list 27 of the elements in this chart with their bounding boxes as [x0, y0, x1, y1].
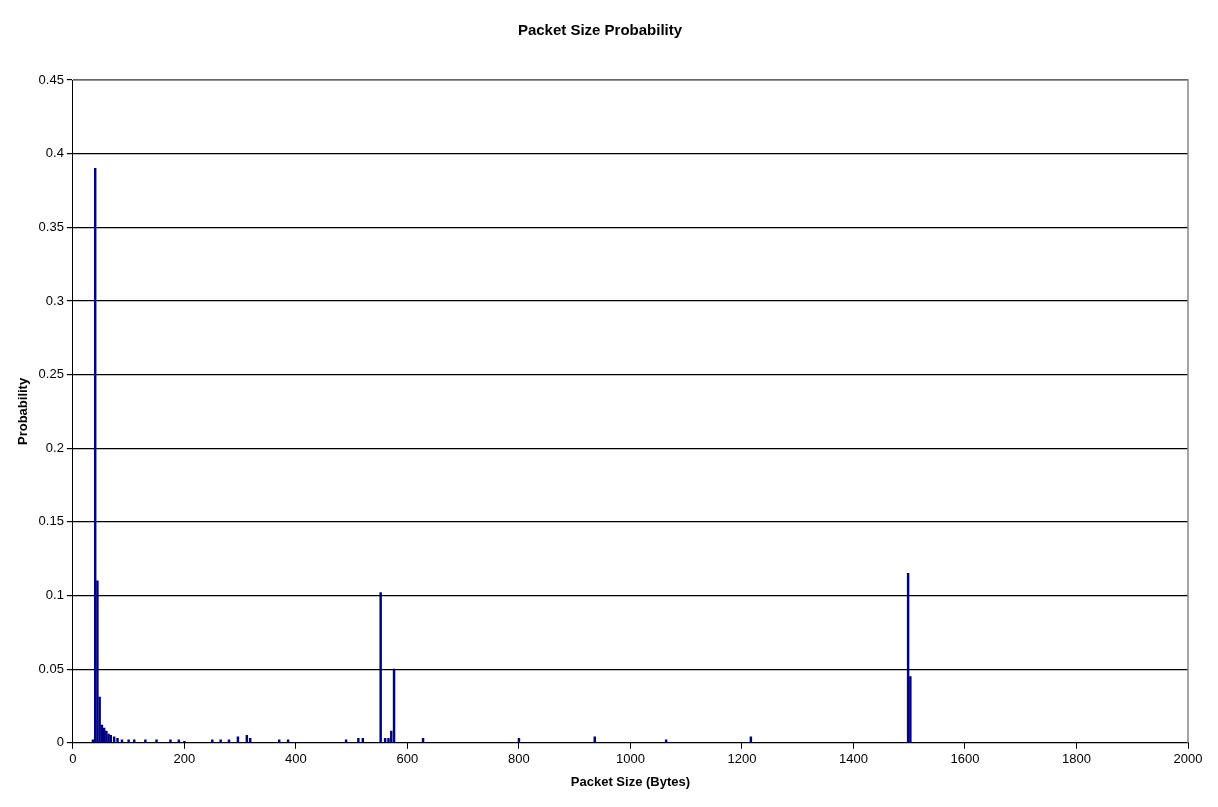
x-tick-label: 400 [285, 751, 307, 767]
x-tick-label: 1000 [615, 751, 645, 767]
y-tick-label: 0.15 [38, 513, 64, 529]
x-tick-label: 0 [69, 751, 77, 767]
x-axis-title: Packet Size (Bytes) [570, 773, 691, 789]
x-tick-label: 1400 [839, 751, 868, 767]
y-tick-label: 0.4 [45, 145, 64, 161]
y-tick-label: 0.3 [45, 292, 64, 308]
y-tick-label: 0.35 [38, 218, 64, 234]
chart-title: Packet Size Probability [517, 21, 683, 39]
x-tick-label: 2000 [1173, 751, 1203, 767]
bar [379, 592, 382, 743]
x-tick-label: 1200 [727, 751, 757, 767]
x-tick-label: 600 [396, 751, 419, 767]
y-axis-title: Probability [15, 377, 31, 445]
y-tick-label: 0.1 [45, 587, 64, 603]
x-tick-label: 1600 [950, 751, 980, 767]
y-tick-label: 0.05 [38, 660, 64, 676]
x-tick-label: 200 [173, 751, 196, 767]
y-tick-label: 0.2 [45, 439, 64, 455]
y-tick-label: 0.25 [38, 366, 64, 382]
x-tick-label: 800 [508, 751, 530, 767]
bar [357, 738, 360, 743]
x-tick-label: 1800 [1062, 751, 1091, 767]
y-tick-label: 0 [56, 734, 64, 750]
y-tick-label: 0.45 [38, 71, 64, 87]
bar [116, 738, 119, 743]
